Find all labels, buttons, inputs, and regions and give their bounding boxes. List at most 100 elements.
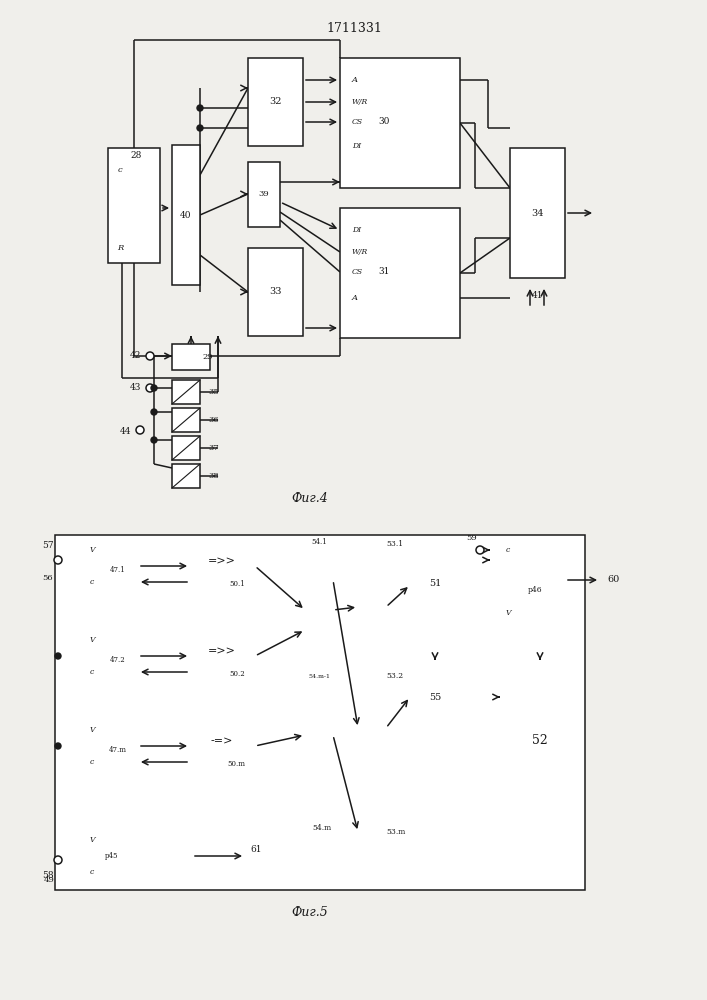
Circle shape <box>136 426 144 434</box>
Text: =>>: =>> <box>208 647 236 657</box>
Text: 47.2: 47.2 <box>110 656 126 664</box>
Text: 36: 36 <box>208 416 218 424</box>
Bar <box>248 248 303 336</box>
Text: =>>: =>> <box>208 557 236 567</box>
Text: 51: 51 <box>429 580 441 588</box>
Text: CS: CS <box>352 118 363 126</box>
Bar <box>295 810 350 846</box>
Text: 50.1: 50.1 <box>229 580 245 588</box>
Bar <box>172 145 200 285</box>
Text: V: V <box>89 836 95 844</box>
Bar <box>358 548 386 666</box>
Text: V: V <box>89 726 95 734</box>
Text: 53.m: 53.m <box>386 828 405 836</box>
Text: c: c <box>90 758 94 766</box>
Bar <box>190 540 255 592</box>
Text: 40: 40 <box>180 211 192 220</box>
Text: 38: 38 <box>208 472 218 480</box>
Text: Фиг.5: Фиг.5 <box>291 906 328 918</box>
Text: 61: 61 <box>250 846 262 854</box>
Text: DI: DI <box>352 226 361 234</box>
Bar <box>358 680 386 776</box>
Bar <box>340 58 460 188</box>
Circle shape <box>197 105 203 111</box>
Text: 31: 31 <box>378 267 390 276</box>
Text: 50.m: 50.m <box>227 760 245 768</box>
Text: 47.m: 47.m <box>109 746 127 754</box>
Text: 56: 56 <box>42 574 53 582</box>
Text: 58: 58 <box>42 870 54 880</box>
Bar <box>410 660 460 735</box>
Text: 52: 52 <box>532 734 548 746</box>
Bar <box>340 208 460 338</box>
Text: c: c <box>90 668 94 676</box>
Text: R: R <box>117 244 123 252</box>
Text: 1711331: 1711331 <box>326 21 382 34</box>
Text: 53.2: 53.2 <box>386 672 403 680</box>
Bar <box>305 550 333 670</box>
Bar <box>190 720 255 772</box>
Text: Фиг.4: Фиг.4 <box>291 491 328 504</box>
Circle shape <box>197 125 203 131</box>
Text: 43: 43 <box>129 383 141 392</box>
Bar <box>172 408 200 432</box>
Text: -=>: -=> <box>211 737 233 747</box>
Circle shape <box>151 409 157 415</box>
Text: 28: 28 <box>130 151 141 160</box>
Circle shape <box>55 653 61 659</box>
Text: 47.1: 47.1 <box>110 566 126 574</box>
Text: p45: p45 <box>105 852 119 860</box>
Bar <box>358 792 386 872</box>
Text: 54.m: 54.m <box>312 824 332 832</box>
Bar <box>172 344 210 370</box>
Circle shape <box>146 352 154 360</box>
Circle shape <box>54 556 62 564</box>
Text: 37: 37 <box>208 444 218 452</box>
Bar <box>248 162 280 227</box>
Bar <box>172 464 200 488</box>
Bar <box>80 630 138 682</box>
Text: 32: 32 <box>269 98 281 106</box>
Bar <box>248 58 303 146</box>
Text: 54.m-1: 54.m-1 <box>308 674 330 680</box>
Text: c: c <box>90 868 94 876</box>
Circle shape <box>54 856 62 864</box>
Circle shape <box>151 437 157 443</box>
Text: p46: p46 <box>527 586 542 594</box>
Text: 44: 44 <box>119 428 131 436</box>
Text: A: A <box>352 76 358 84</box>
Text: 29: 29 <box>202 353 213 361</box>
Circle shape <box>151 385 157 391</box>
Bar <box>305 685 333 785</box>
Bar <box>172 436 200 460</box>
Text: 39: 39 <box>259 190 269 198</box>
Text: 50.2: 50.2 <box>229 670 245 678</box>
Text: DI: DI <box>352 142 361 150</box>
Text: c: c <box>117 166 122 174</box>
Text: A: A <box>352 294 358 302</box>
Text: CS: CS <box>352 268 363 276</box>
Text: 33: 33 <box>269 288 281 296</box>
Circle shape <box>476 546 484 554</box>
Text: W/R: W/R <box>352 98 368 106</box>
Bar <box>410 540 460 628</box>
Text: V: V <box>89 636 95 644</box>
Text: 55: 55 <box>429 692 441 702</box>
Bar <box>55 535 585 890</box>
Bar <box>80 830 138 882</box>
Text: 59: 59 <box>467 534 477 542</box>
Text: 34: 34 <box>531 209 543 218</box>
Bar <box>108 148 160 263</box>
Text: 35: 35 <box>208 388 218 396</box>
Bar <box>190 630 255 682</box>
Bar <box>62 845 88 873</box>
Text: 54.1: 54.1 <box>311 538 327 546</box>
Text: 41: 41 <box>531 292 543 300</box>
Bar <box>172 380 200 404</box>
Bar <box>490 538 565 628</box>
Text: 42: 42 <box>129 352 141 360</box>
Text: W/R: W/R <box>352 248 368 256</box>
Text: c: c <box>90 578 94 586</box>
Text: 49: 49 <box>44 876 55 884</box>
Text: 30: 30 <box>378 117 390 126</box>
